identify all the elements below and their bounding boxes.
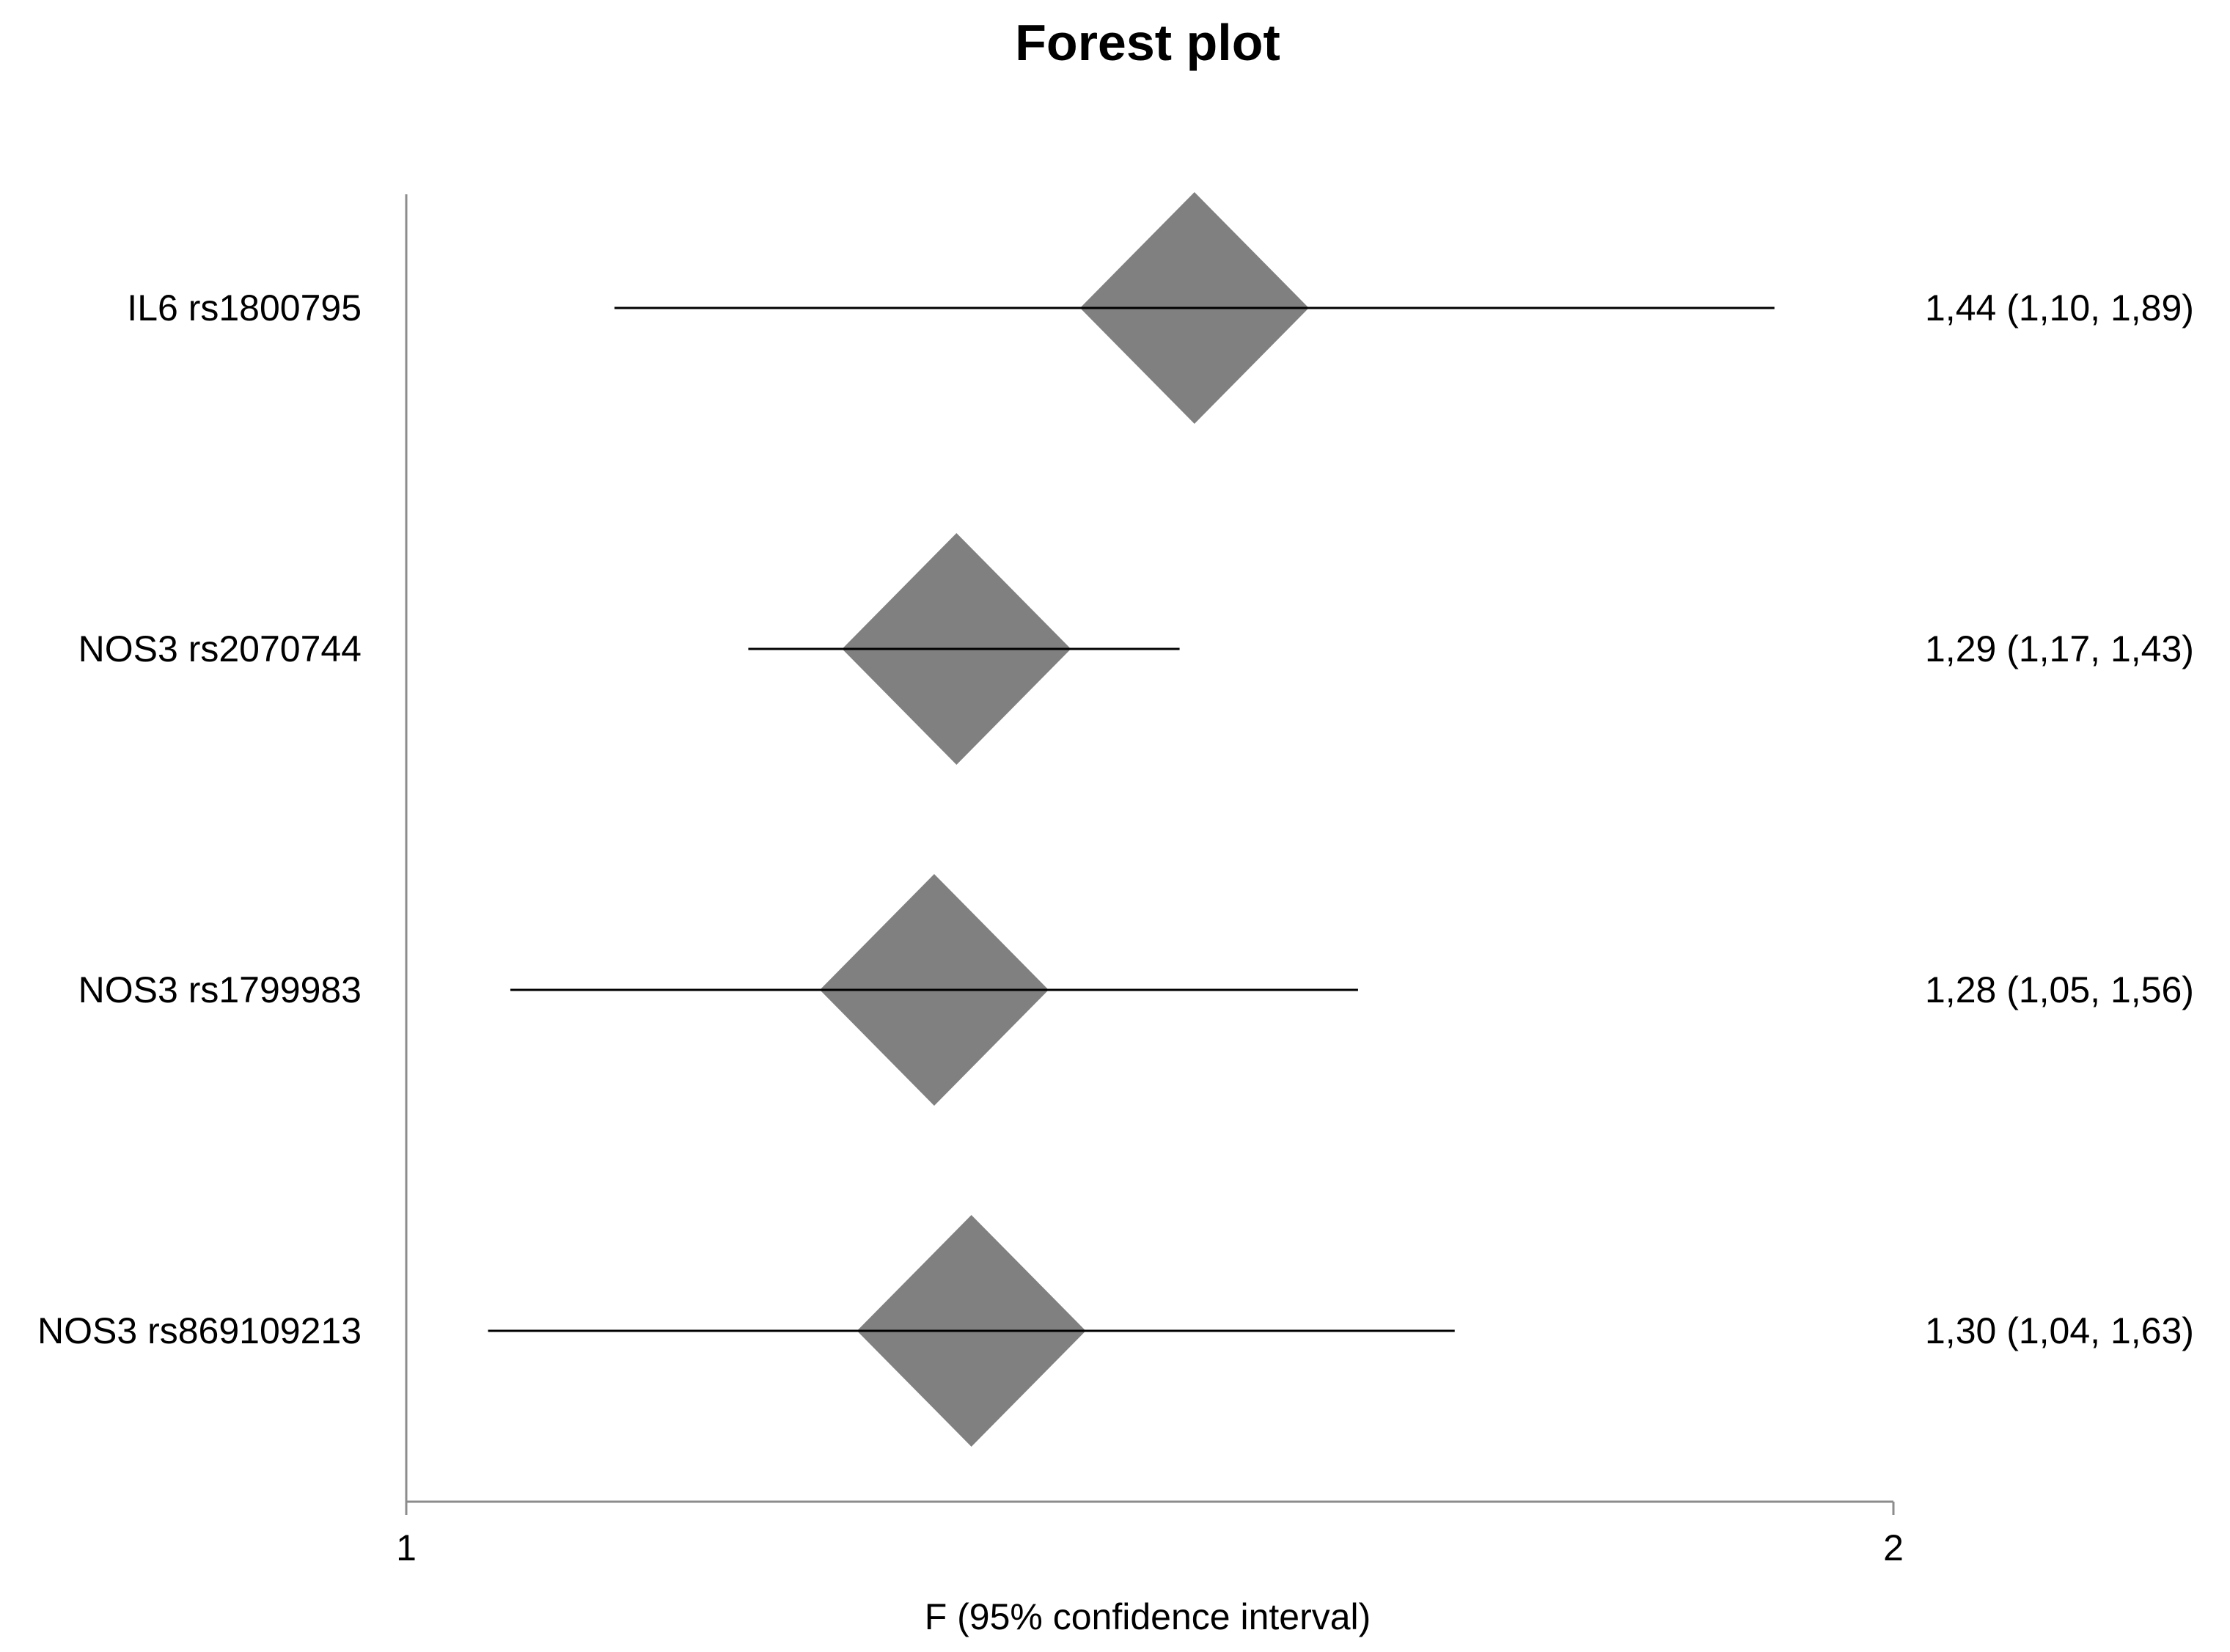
x-tick-label: 1 (396, 1527, 417, 1568)
row-label: NOS3 rs2070744 (78, 628, 362, 669)
row-value-text: 1,44 (1,10, 1,89) (1925, 287, 2194, 328)
row-label: NOS3 rs869109213 (37, 1310, 362, 1351)
row-value-text: 1,29 (1,17, 1,43) (1925, 628, 2194, 669)
row-label: NOS3 rs1799983 (78, 969, 362, 1010)
chart-title: Forest plot (1015, 14, 1280, 71)
row-value-text: 1,30 (1,04, 1,63) (1925, 1310, 2194, 1351)
x-tick-label: 2 (1883, 1527, 1904, 1568)
row-label: IL6 rs1800795 (127, 287, 362, 328)
x-axis-label: F (95% confidence interval) (925, 1596, 1371, 1637)
row-value-text: 1,28 (1,05, 1,56) (1925, 969, 2194, 1010)
